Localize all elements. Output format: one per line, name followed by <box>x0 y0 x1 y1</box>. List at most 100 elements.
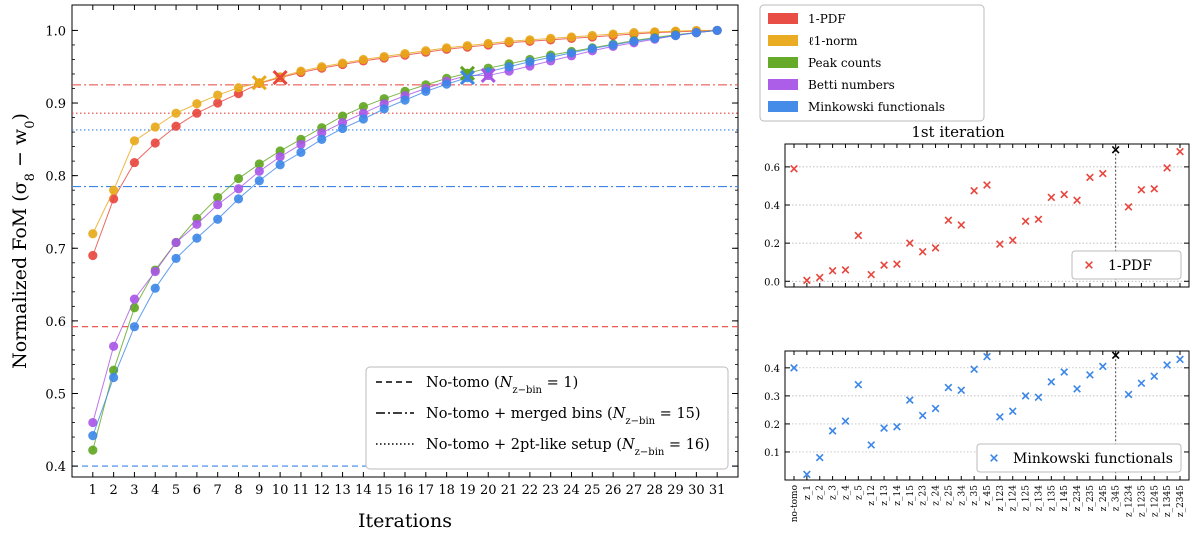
data-point <box>317 134 327 144</box>
data-point <box>192 99 202 109</box>
series-line <box>92 29 718 234</box>
category-label: z_345 <box>1112 485 1122 512</box>
y-tick-label: 0.7 <box>45 242 66 257</box>
scatter-point <box>918 411 927 420</box>
scatter-point <box>970 186 978 195</box>
data-point <box>213 214 223 224</box>
data-point <box>213 98 223 108</box>
panel-legend-label: Minkowski functionals <box>1013 451 1173 467</box>
scatter-point <box>1047 377 1056 386</box>
category-label: z_13 <box>880 485 890 506</box>
legend-label: No-tomo + 2pt-like setup (Nz−bin = 16) <box>426 437 710 458</box>
scatter-point <box>1098 362 1107 371</box>
x-tick-label: 12 <box>313 483 330 498</box>
scatter-point <box>1176 147 1184 156</box>
y-tick-label: 0.9 <box>45 97 66 112</box>
linestyle-legend: No-tomo (Nz−bin = 1) No-tomo + merged bin… <box>365 366 729 470</box>
scatter-point <box>1150 184 1159 193</box>
data-point <box>337 111 348 121</box>
y-tick-label: 0.1 <box>764 448 780 459</box>
data-point <box>691 27 701 38</box>
series-legend-box <box>759 4 985 122</box>
y-tick-label: 0.6 <box>45 315 66 330</box>
data-point <box>171 253 181 264</box>
legend-label: Betti numbers <box>808 78 895 92</box>
scatter-point <box>918 247 927 256</box>
category-label: z_1 <box>803 485 813 500</box>
panel-1pdf: 0.0 0.2 0.4 0.6 1-PDF <box>764 143 1190 288</box>
x-tick-label: 13 <box>334 483 351 498</box>
data-point <box>421 46 431 56</box>
x-tick-label: 18 <box>438 483 455 498</box>
data-point <box>171 237 181 248</box>
x-tick-label: 28 <box>646 483 663 498</box>
scatter-point <box>1111 145 1120 154</box>
scatter-point <box>931 244 940 252</box>
scatter-point <box>1034 393 1043 402</box>
data-point <box>109 185 119 195</box>
category-label: z_35 <box>970 485 980 506</box>
x-tick-label: 31 <box>709 483 726 498</box>
x-tick-label: 21 <box>501 483 518 498</box>
data-point <box>213 192 223 203</box>
data-point <box>629 27 639 38</box>
best-marker <box>480 67 496 83</box>
series-line <box>92 29 718 256</box>
scatter-point <box>1073 384 1081 393</box>
legend-label: No-tomo + merged bins (Nz−bin = 15) <box>426 406 701 427</box>
data-point <box>171 121 181 131</box>
data-point <box>566 48 577 58</box>
best-marker <box>251 75 267 91</box>
data-point <box>525 35 535 45</box>
data-point <box>254 159 264 169</box>
category-label: z_2 <box>816 485 826 500</box>
scatter-point <box>828 266 837 275</box>
scatter-point <box>1008 407 1017 416</box>
x-tick-label: 1 <box>89 483 97 498</box>
data-point <box>88 229 98 239</box>
x-tick-label: 16 <box>397 483 414 498</box>
scatter-point <box>867 441 876 449</box>
data-point <box>88 250 98 261</box>
scatter-point <box>905 239 914 248</box>
data-point <box>358 102 368 112</box>
x-tick-label: 4 <box>151 483 159 498</box>
category-label: z_24 <box>932 485 942 506</box>
data-point <box>150 122 160 132</box>
scatter-point <box>854 231 863 240</box>
data-point <box>546 52 556 62</box>
data-point <box>587 43 597 54</box>
data-point <box>504 36 514 46</box>
category-label: z_125 <box>1022 485 1032 512</box>
right-panel-title: 1st iteration <box>911 123 1005 141</box>
data-point <box>192 233 202 243</box>
scatter-point <box>1176 355 1184 364</box>
scatter-point <box>1008 236 1017 245</box>
scatter-point <box>983 352 991 361</box>
data-point <box>129 303 140 313</box>
scatter-point <box>1137 185 1146 194</box>
series--1-norm <box>88 25 722 239</box>
category-label: z_45 <box>983 485 993 506</box>
data-point <box>171 108 181 118</box>
data-point <box>670 30 681 41</box>
category-label: z_4 <box>841 485 851 500</box>
x-tick-label: 6 <box>193 483 201 498</box>
data-point <box>150 266 160 277</box>
scatter-point <box>970 365 978 374</box>
scatter-point <box>1137 379 1146 388</box>
scatter-point <box>1163 361 1171 369</box>
data-point <box>192 108 202 118</box>
legend-label: No-tomo (Nz−bin = 1) <box>426 375 578 396</box>
y-tick-label: 0.2 <box>764 239 780 250</box>
data-point <box>358 114 368 124</box>
data-point <box>150 138 160 148</box>
category-label: z_123 <box>996 485 1006 512</box>
scatter-point <box>790 363 798 372</box>
data-point <box>608 40 618 50</box>
data-point <box>317 62 327 72</box>
scatter-point <box>828 427 837 435</box>
best-marker <box>272 70 288 86</box>
data-point <box>317 128 327 138</box>
category-label: z_14 <box>893 485 903 506</box>
